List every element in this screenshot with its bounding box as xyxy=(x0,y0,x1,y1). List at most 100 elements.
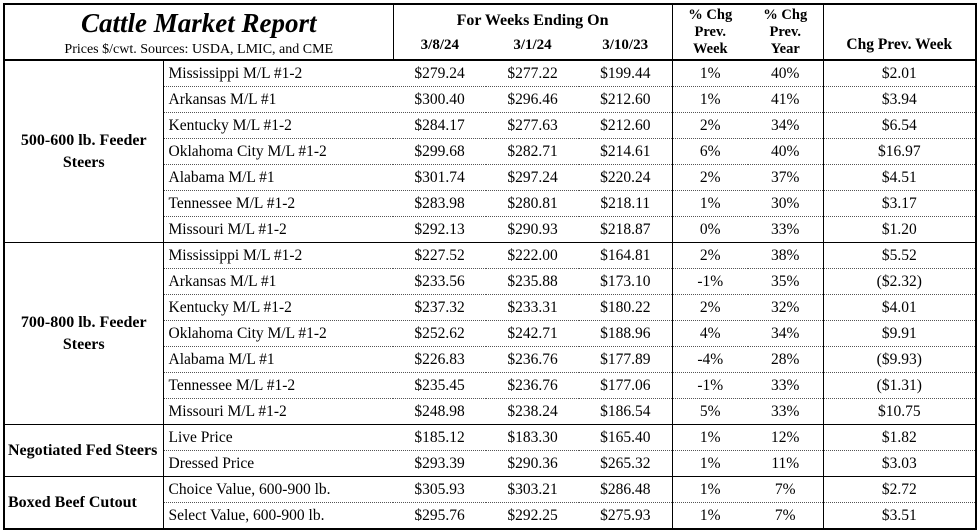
price-week-2: $242.71 xyxy=(486,320,580,347)
price-week-1: $226.83 xyxy=(393,346,487,373)
table-row: Arkansas M/L #1 $300.40 $296.46 $212.60 1% 41… xyxy=(4,86,977,113)
pct-chg-prev-year-value: 7% xyxy=(748,476,824,503)
pct-chg-prev-year-value: 7% xyxy=(748,502,824,529)
price-week-1: $301.74 xyxy=(393,164,487,191)
chg-prev-week-value: $4.01 xyxy=(822,294,977,321)
price-week-1: $237.32 xyxy=(393,294,487,321)
report-subtitle: Prices $/cwt. Sources: USDA, LMIC, and C… xyxy=(64,41,334,57)
chg-prev-week-value: ($9.93) xyxy=(822,346,977,373)
group-label: Negotiated Fed Steers xyxy=(4,424,163,477)
chg-prev-week-value: $10.75 xyxy=(822,398,977,425)
row-item-label: Arkansas M/L #1 xyxy=(162,268,394,295)
chg-prev-week-header: Chg Prev. Week xyxy=(822,4,977,61)
price-week-1: $293.39 xyxy=(393,450,487,477)
row-item-label: Dressed Price xyxy=(162,450,394,477)
price-week-1: $279.24 xyxy=(393,59,487,87)
pct-chg-prev-year-value: 30% xyxy=(748,190,824,217)
date-column-3: 3/10/23 xyxy=(602,37,649,53)
pct-chg-prev-week-value: -1% xyxy=(671,372,749,399)
row-item-label: Mississippi M/L #1-2 xyxy=(162,59,394,87)
pct-chg-prev-week-value: -4% xyxy=(671,346,749,373)
table-row: Kentucky M/L #1-2 $237.32 $233.31 $180.22 2%… xyxy=(4,294,977,321)
pct-chg-prev-week-value: 0% xyxy=(671,216,749,243)
table-row: Dressed Price $293.39 $290.36 $265.32 1% 11% $… xyxy=(4,450,977,477)
price-week-1: $227.52 xyxy=(393,242,487,269)
pct-chg-prev-year-value: 33% xyxy=(748,216,824,243)
price-week-1: $300.40 xyxy=(393,86,487,113)
title-cell: Cattle Market Report Prices $/cwt. Sourc… xyxy=(4,4,394,61)
table-row: Missouri M/L #1-2 $292.13 $290.93 $218.87 0%… xyxy=(4,216,977,243)
price-prev-year: $188.96 xyxy=(579,320,673,347)
price-prev-year: $286.48 xyxy=(579,476,673,503)
weeks-header-cell: For Weeks Ending On 3/8/24 3/1/24 3/10/2… xyxy=(393,4,673,61)
chg-prev-week-value: $3.03 xyxy=(822,450,977,477)
chg-prev-week-value: $2.72 xyxy=(822,476,977,503)
cattle-market-report-table: Cattle Market Report Prices $/cwt. Sourc… xyxy=(3,3,978,530)
price-week-1: $252.62 xyxy=(393,320,487,347)
row-item-label: Oklahoma City M/L #1-2 xyxy=(162,320,394,347)
chg-prev-week-value: $3.94 xyxy=(822,86,977,113)
chg-prev-week-value: $6.54 xyxy=(822,112,977,139)
price-prev-year: $164.81 xyxy=(579,242,673,269)
price-week-1: $305.93 xyxy=(393,476,487,503)
pct-chg-prev-week-value: 4% xyxy=(671,320,749,347)
table-row: Negotiated Fed Steers Live Price $185.12 $1… xyxy=(4,424,977,477)
table-body: 500-600 lb. Feeder Steers Mississippi M/L… xyxy=(4,59,977,529)
table-row: Oklahoma City M/L #1-2 $299.68 $282.71 $214… xyxy=(4,138,977,165)
price-week-2: $222.00 xyxy=(486,242,580,269)
table-row: Kentucky M/L #1-2 $284.17 $277.63 $212.60 2%… xyxy=(4,112,977,139)
row-item-label: Arkansas M/L #1 xyxy=(162,86,394,113)
date-column-1: 3/8/24 xyxy=(420,37,460,53)
table-row: Alabama M/L #1 $226.83 $236.76 $177.89 -4% 28… xyxy=(4,346,977,373)
table-row: 700-800 lb. Feeder Steers Mississippi M/L… xyxy=(4,242,977,425)
pct-chg-prev-year-value: 11% xyxy=(748,450,824,477)
price-prev-year: $218.87 xyxy=(579,216,673,243)
pct-chg-prev-week-value: 1% xyxy=(671,424,749,451)
price-week-2: $280.81 xyxy=(486,190,580,217)
table-row: Alabama M/L #1 $301.74 $297.24 $220.24 2% 37%… xyxy=(4,164,977,191)
weeks-ending-label: For Weeks Ending On xyxy=(456,12,609,29)
row-item-label: Mississippi M/L #1-2 xyxy=(162,242,394,269)
price-week-1: $299.68 xyxy=(393,138,487,165)
pct-chg-prev-year-value: 28% xyxy=(748,346,824,373)
pct-chg-prev-year-value: 38% xyxy=(748,242,824,269)
price-prev-year: $199.44 xyxy=(579,59,673,87)
price-prev-year: $177.89 xyxy=(579,346,673,373)
chg-prev-week-value: ($1.31) xyxy=(822,372,977,399)
price-week-2: $297.24 xyxy=(486,164,580,191)
pct-chg-prev-week-value: 1% xyxy=(671,86,749,113)
price-prev-year: $180.22 xyxy=(579,294,673,321)
row-item-label: Oklahoma City M/L #1-2 xyxy=(162,138,394,165)
group-label: Boxed Beef Cutout xyxy=(4,476,163,529)
price-week-1: $283.98 xyxy=(393,190,487,217)
price-week-1: $185.12 xyxy=(393,424,487,451)
pct-chg-prev-year-value: 33% xyxy=(748,372,824,399)
price-prev-year: $186.54 xyxy=(579,398,673,425)
pct-chg-prev-week-value: 1% xyxy=(671,59,749,87)
pct-chg-prev-year-value: 33% xyxy=(748,398,824,425)
pct-chg-prev-week-value: 6% xyxy=(671,138,749,165)
price-week-1: $233.56 xyxy=(393,268,487,295)
price-week-1: $284.17 xyxy=(393,112,487,139)
pct-chg-prev-week-value: 2% xyxy=(671,164,749,191)
chg-prev-week-value: $1.20 xyxy=(822,216,977,243)
price-week-1: $295.76 xyxy=(393,502,487,529)
row-item-label: Tennessee M/L #1-2 xyxy=(162,190,394,217)
row-item-label: Alabama M/L #1 xyxy=(162,346,394,373)
row-item-label: Missouri M/L #1-2 xyxy=(162,216,394,243)
pct-chg-prev-week-value: 5% xyxy=(671,398,749,425)
price-week-2: $290.36 xyxy=(486,450,580,477)
row-item-label: Missouri M/L #1-2 xyxy=(162,398,394,425)
price-week-2: $233.31 xyxy=(486,294,580,321)
table-row: Oklahoma City M/L #1-2 $252.62 $242.71 $188… xyxy=(4,320,977,347)
row-item-label: Kentucky M/L #1-2 xyxy=(162,112,394,139)
price-prev-year: $220.24 xyxy=(579,164,673,191)
chg-prev-week-value: $5.52 xyxy=(822,242,977,269)
pct-chg-prev-week-header: % Chg Prev. Week xyxy=(672,4,749,61)
price-prev-year: $214.61 xyxy=(579,138,673,165)
chg-prev-week-value: $4.51 xyxy=(822,164,977,191)
pct-chg-prev-week-value: 2% xyxy=(671,112,749,139)
pct-chg-prev-week-value: 1% xyxy=(671,476,749,503)
row-item-label: Live Price xyxy=(162,424,394,451)
